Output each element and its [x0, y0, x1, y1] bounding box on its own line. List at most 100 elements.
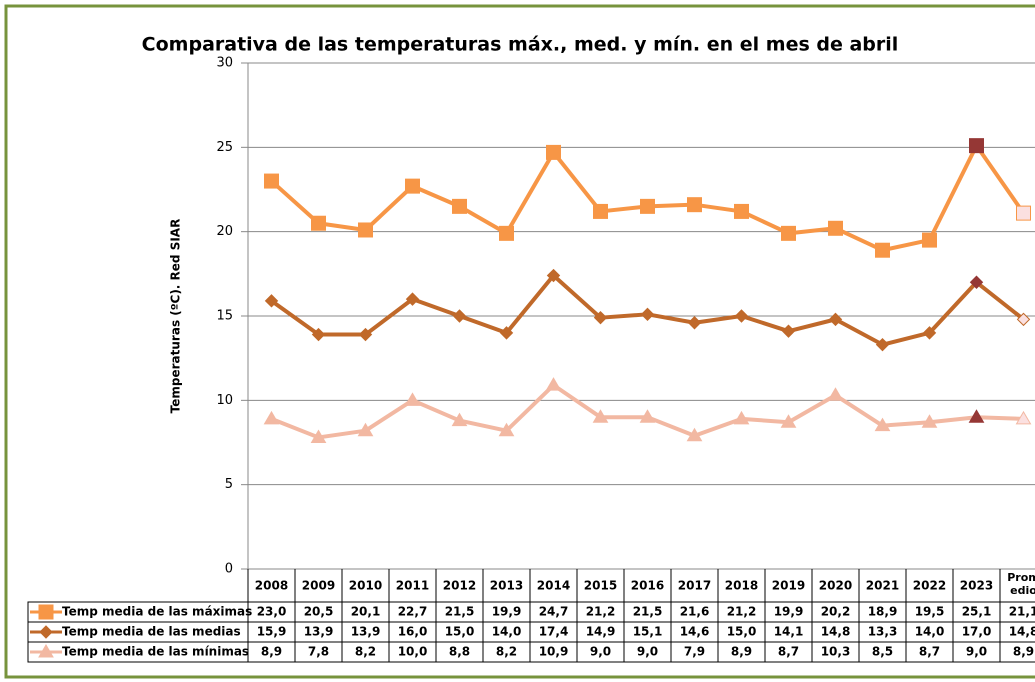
marker	[734, 309, 749, 323]
marker	[875, 242, 890, 258]
legend-label: Temp media de las medias	[62, 625, 241, 639]
marker	[828, 312, 843, 327]
value-label: 8,9	[731, 645, 752, 659]
frame	[4, 4, 1035, 679]
value-label: 17,0	[962, 625, 992, 639]
marker	[546, 268, 561, 283]
y-tick-label: 20	[216, 224, 233, 239]
value-label: 21,5	[633, 605, 663, 619]
value-label: 14,8	[821, 625, 851, 639]
value-label: 23,0	[257, 605, 287, 619]
x-tick-label: 2010	[349, 579, 382, 593]
marker	[592, 409, 609, 423]
value-label: 13,3	[868, 625, 898, 639]
y-tick-label: 10	[216, 393, 233, 408]
y-axis-label: Temperaturas (ºC). Red SIAR	[169, 219, 183, 414]
x-tick-label: 2008	[255, 579, 288, 593]
value-label: 24,7	[539, 605, 569, 619]
x-tick-label: 2009	[302, 579, 335, 593]
x-tick-label: 2012	[443, 579, 476, 593]
category-cell: Promedio	[1007, 571, 1035, 597]
marker	[499, 225, 514, 241]
y-tick-label: 30	[216, 56, 233, 71]
marker	[781, 225, 796, 241]
marker	[358, 327, 373, 342]
marker	[264, 173, 279, 189]
value-label: 15,9	[257, 625, 287, 639]
marker	[780, 414, 797, 428]
value-label: 8,8	[449, 645, 470, 659]
value-label: 14,6	[680, 625, 710, 639]
marker	[545, 377, 562, 391]
marker	[546, 144, 561, 160]
value-label: 10,9	[539, 645, 569, 659]
value-label: 9,0	[590, 645, 611, 659]
y-tick-label: 0	[225, 562, 233, 577]
legend-label: Temp media de las máximas	[62, 605, 252, 619]
x-tick-label: 2014	[537, 579, 570, 593]
marker	[1015, 410, 1032, 425]
marker	[357, 422, 374, 437]
marker	[358, 222, 373, 238]
marker	[311, 215, 326, 231]
marker	[640, 198, 655, 214]
legend-label: Temp media de las mínimas	[62, 645, 249, 659]
marker	[1016, 312, 1031, 327]
value-label: 22,7	[398, 605, 428, 619]
value-label: 19,5	[915, 605, 945, 619]
value-label: 13,9	[304, 625, 334, 639]
value-label: 20,2	[821, 605, 851, 619]
marker	[922, 232, 937, 248]
marker	[311, 327, 326, 342]
x-tick-label: 2018	[725, 579, 758, 593]
marker	[405, 292, 420, 306]
marker	[734, 203, 749, 219]
legend-marker	[38, 604, 54, 620]
marker	[640, 307, 655, 322]
marker	[921, 414, 938, 428]
value-label: 19,9	[492, 605, 522, 619]
marker	[733, 410, 750, 425]
x-tick-label: 2019	[772, 579, 805, 593]
marker	[781, 324, 796, 338]
value-label: 20,1	[351, 605, 381, 619]
marker	[593, 310, 608, 325]
value-label: 8,5	[872, 645, 893, 659]
x-tick-label: 2011	[396, 579, 429, 593]
x-tick-label: 2021	[866, 579, 899, 593]
x-tick-label: 2017	[678, 579, 711, 593]
value-label: 13,9	[351, 625, 381, 639]
marker	[264, 294, 279, 308]
marker	[686, 427, 703, 442]
value-label: 8,2	[496, 645, 517, 659]
marker	[451, 412, 468, 427]
x-tick-label: Promedio	[1007, 571, 1035, 597]
y-tick-label: 15	[216, 309, 233, 324]
value-label: 8,7	[778, 645, 799, 659]
value-label: 17,4	[539, 625, 569, 639]
marker	[639, 409, 656, 423]
marker	[263, 410, 280, 425]
marker	[1016, 205, 1031, 221]
value-label: 16,0	[398, 625, 428, 639]
marker	[922, 326, 937, 340]
y-tick-label: 5	[225, 477, 233, 492]
x-tick-label: 2016	[631, 579, 664, 593]
marker	[452, 198, 467, 214]
marker	[593, 203, 608, 219]
value-label: 7,9	[684, 645, 705, 659]
marker	[874, 417, 891, 432]
value-label: 14,1	[774, 625, 804, 639]
value-label: 25,1	[962, 605, 992, 619]
marker	[969, 275, 984, 289]
x-tick-label: 2023	[960, 579, 993, 593]
legend-marker	[39, 625, 53, 639]
value-label: 19,9	[774, 605, 804, 619]
value-label: 7,8	[308, 645, 329, 659]
x-tick-label: 2022	[913, 579, 946, 593]
marker	[498, 422, 515, 437]
x-tick-label: 2015	[584, 579, 617, 593]
value-label: 14,0	[915, 625, 945, 639]
value-label: 14,9	[586, 625, 616, 639]
